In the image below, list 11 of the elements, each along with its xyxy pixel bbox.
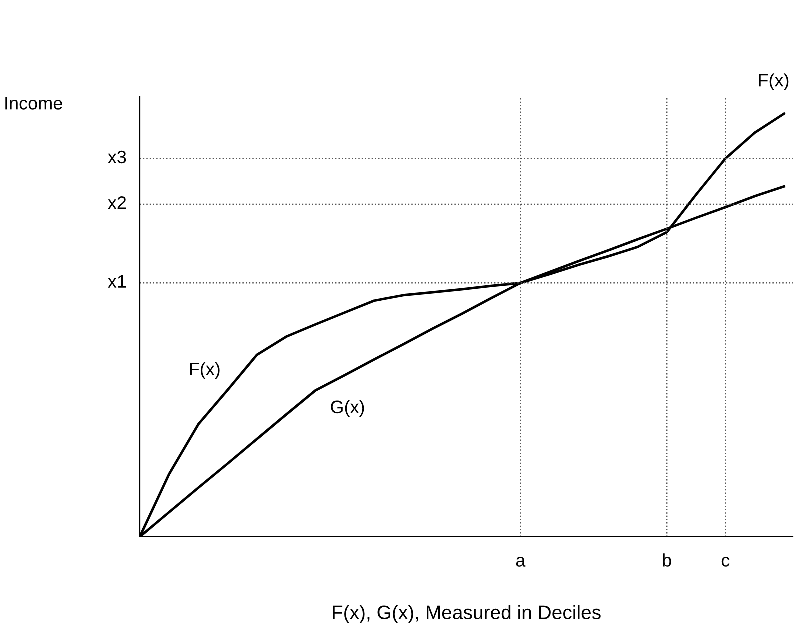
annotation: F(x)	[759, 74, 789, 90]
x-axis-title: F(x), G(x), Measured in Deciles	[333, 605, 601, 623]
ref-line-label: x1	[108, 275, 126, 288]
y-axis-title: Income	[6, 97, 62, 110]
x-tick-label: a	[516, 557, 526, 567]
x-tick-label: c	[722, 557, 730, 567]
ref-line-label: x2	[108, 196, 126, 210]
x-tick-label: b	[663, 554, 672, 567]
series-label: G(x)	[331, 400, 364, 418]
series-label: F(x)	[190, 362, 220, 380]
ref-line-label: x3	[108, 150, 126, 164]
